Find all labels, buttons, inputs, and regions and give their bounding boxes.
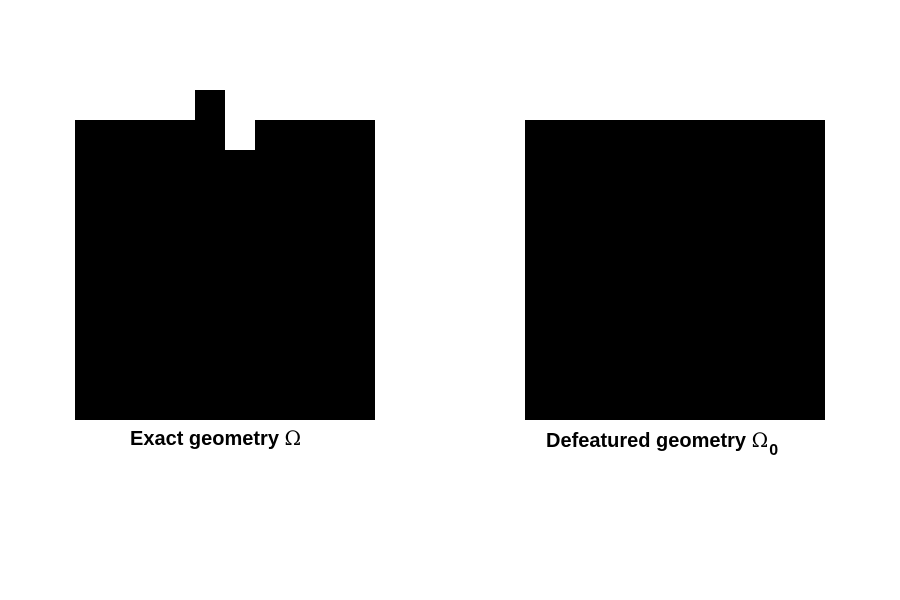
exact-geometry-shape — [75, 90, 375, 420]
defeatured-geometry-shape — [525, 120, 825, 420]
omega-subscript: 0 — [769, 442, 779, 459]
omega-symbol: Ω — [284, 426, 302, 450]
exact-geometry-caption: Exact geometry Ω — [130, 428, 301, 449]
exact-geometry-label: Exact geometry — [130, 428, 279, 450]
omega-zero-symbol: Ω — [751, 428, 769, 452]
defeatured-geometry-caption: Defeatured geometry Ω0 — [546, 428, 778, 459]
defeatured-geometry-label: Defeatured geometry — [546, 430, 747, 452]
